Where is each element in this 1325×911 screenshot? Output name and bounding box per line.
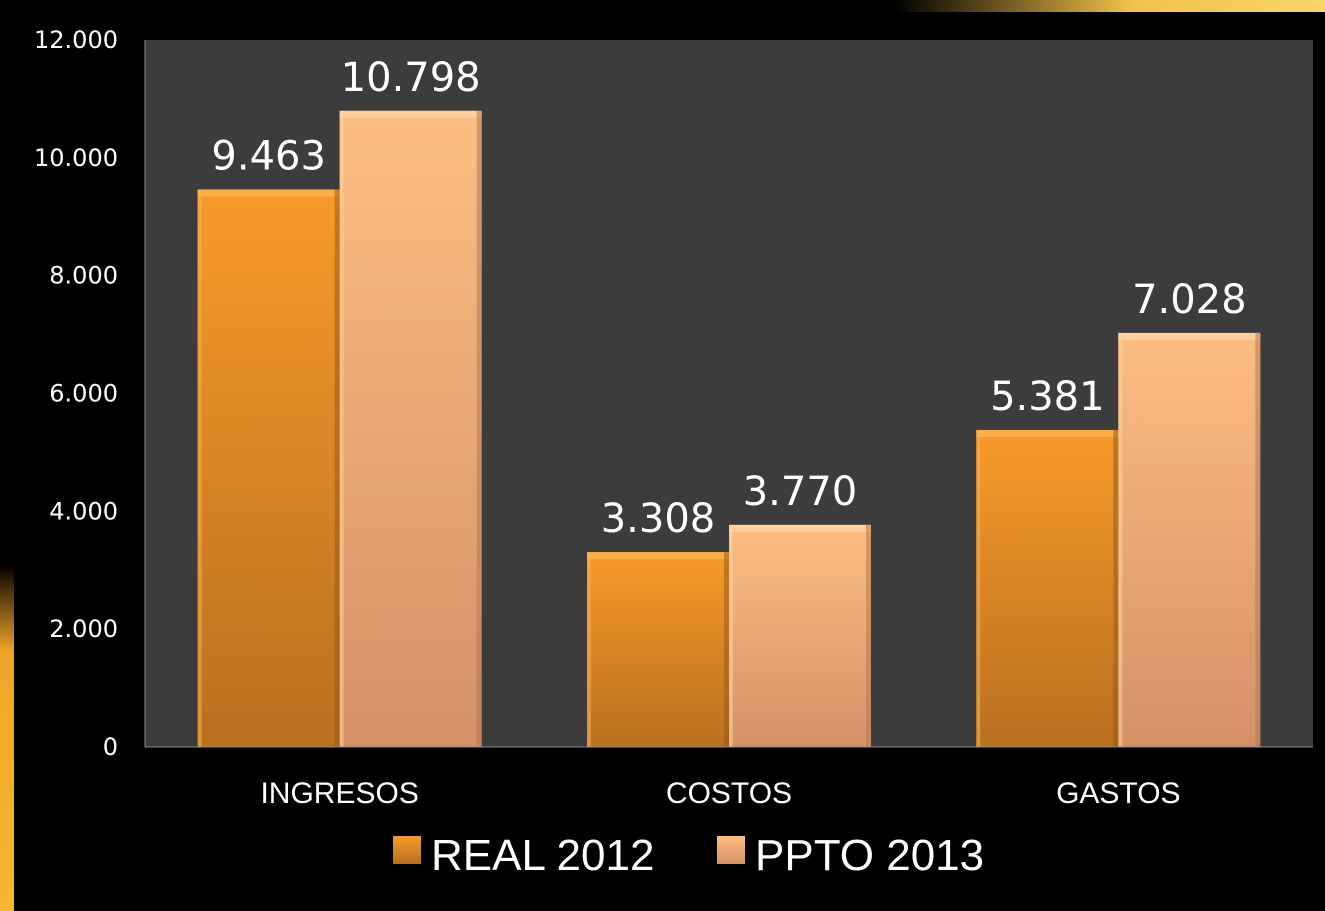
bar-bevel-right <box>476 110 482 748</box>
y-axis: 0 2.000 4.000 6.000 8.000 10.000 12.000 <box>34 26 146 761</box>
y-tick-label: 4.000 <box>49 497 118 525</box>
bar <box>587 552 729 747</box>
bar-bevel-left <box>729 524 733 747</box>
bar-bevel-top <box>587 552 729 560</box>
legend-swatch <box>717 836 745 864</box>
bars-group: 9.463 10.798 3.308 3.770 5.381 7.028 <box>197 55 1261 748</box>
data-label: 7.028 <box>1132 277 1247 323</box>
bar <box>729 524 871 747</box>
y-tick-label: 8.000 <box>49 262 118 290</box>
bar <box>1118 332 1261 747</box>
x-category-label: GASTOS <box>1056 777 1180 810</box>
data-label: 10.798 <box>341 55 481 101</box>
data-label: 9.463 <box>211 133 326 179</box>
bar <box>976 429 1119 747</box>
bar-bevel-right <box>1255 332 1261 747</box>
bar-bevel-right <box>1113 429 1119 747</box>
bar-bevel-left <box>339 110 344 748</box>
bar-bevel-top <box>729 524 871 532</box>
bar-bevel-top <box>339 110 482 118</box>
y-tick-label: 10.000 <box>34 144 118 172</box>
bar <box>339 110 482 748</box>
decorative-left-stripe <box>0 565 14 911</box>
bar-bevel-top <box>1118 332 1261 340</box>
bar-bevel-right <box>724 552 729 747</box>
legend-label: PPTO 2013 <box>755 831 984 880</box>
bar-bevel-left <box>1118 332 1123 747</box>
decorative-top-stripe <box>895 0 1325 12</box>
bar-bevel-right <box>866 524 871 747</box>
y-tick-label: 2.000 <box>49 615 118 643</box>
bar-bevel-top <box>976 429 1119 437</box>
bar-bevel-left <box>587 552 591 747</box>
bar-bevel-right <box>334 189 340 748</box>
x-category-label: INGRESOS <box>260 777 418 810</box>
y-tick-label: 12.000 <box>34 26 118 54</box>
data-label: 3.770 <box>743 469 858 515</box>
bar <box>197 189 340 748</box>
x-axis: INGRESOS COSTOS GASTOS <box>145 746 1313 810</box>
y-tick-label: 6.000 <box>49 380 118 408</box>
x-category-label: COSTOS <box>666 777 792 810</box>
data-label: 3.308 <box>601 496 716 542</box>
legend: REAL 2012 PPTO 2013 <box>393 831 984 880</box>
y-tick-label: 0 <box>103 733 118 761</box>
bar-bevel-top <box>197 189 340 197</box>
legend-swatch <box>393 836 421 864</box>
data-label: 5.381 <box>990 374 1105 420</box>
bar-bevel-left <box>976 429 981 747</box>
bar-bevel-left <box>197 189 202 748</box>
legend-label: REAL 2012 <box>431 831 654 880</box>
